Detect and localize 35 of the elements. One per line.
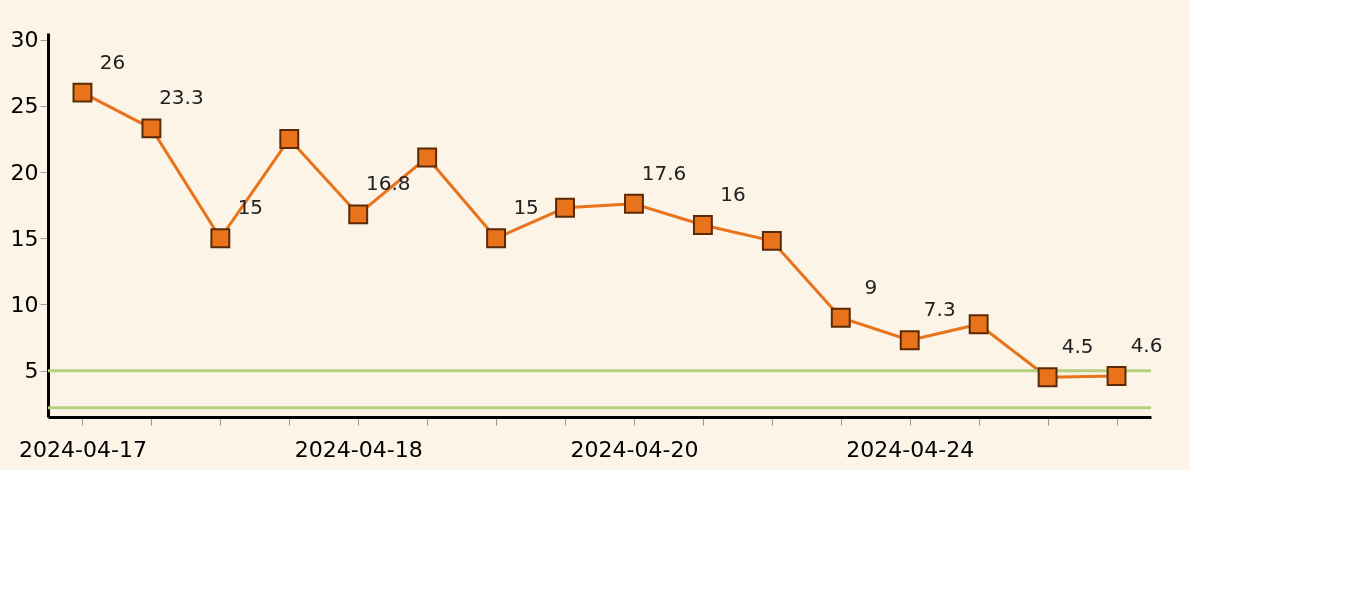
y-tick-label: 30	[10, 27, 39, 53]
data-label: 23.3	[159, 85, 204, 110]
point	[141, 118, 162, 139]
y-tick-label: 10	[10, 291, 39, 317]
data-label: 4.6	[1130, 332, 1163, 357]
point	[968, 314, 989, 335]
point	[624, 193, 644, 214]
data-label: 16	[720, 182, 746, 206]
point	[210, 228, 231, 249]
point	[417, 147, 438, 168]
point	[692, 215, 713, 235]
y-tick-label: 20	[10, 159, 39, 185]
y-tick-label: 5	[24, 358, 39, 384]
x-tick-label: 2024-04-18	[294, 436, 423, 462]
point	[348, 204, 369, 225]
x-tick-label: 2024-04-24	[846, 436, 975, 462]
point	[761, 230, 782, 251]
point	[72, 82, 93, 103]
y-tick-label: 25	[10, 93, 39, 119]
data-label: 7.3	[923, 297, 956, 322]
data-label: 9	[864, 274, 878, 299]
point	[899, 330, 920, 351]
point	[1106, 366, 1127, 386]
point	[486, 228, 507, 249]
data-label: 26	[99, 49, 126, 74]
y-tick-label: 15	[10, 225, 39, 251]
point	[279, 128, 300, 149]
x-tick-label: 2024-04-17	[19, 436, 147, 462]
point	[1037, 367, 1058, 388]
x-tick-label: 2024-04-20	[570, 436, 699, 462]
data-label: 15	[513, 195, 539, 220]
data-label: 4.5	[1061, 334, 1094, 359]
data-label: 17.6	[641, 160, 687, 185]
point	[830, 307, 851, 328]
point	[555, 197, 575, 218]
